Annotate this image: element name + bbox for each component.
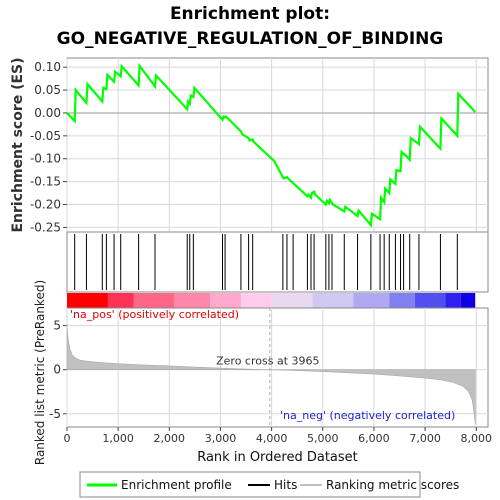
negative-correlation-label: 'na_neg' (negatively correlated) bbox=[280, 409, 455, 422]
y-axis-label-es: Enrichment score (ES) bbox=[10, 57, 26, 232]
enrichment-plot-area bbox=[66, 57, 489, 233]
enrichment-profile-line bbox=[66, 62, 477, 228]
y-tick-label: -0.20 bbox=[30, 198, 61, 212]
hits-area bbox=[66, 231, 489, 293]
colorbar-segment bbox=[107, 293, 134, 308]
colorbar-segment bbox=[67, 293, 108, 308]
enrichment-panel: 0.10 0.05 0.00 -0.05 -0.10 -0.15 -0.20 -0.25 Enr… bbox=[10, 57, 489, 234]
y-tick-label: -0.10 bbox=[30, 152, 61, 166]
colorbar-segment bbox=[210, 293, 241, 308]
y-tick-label: -0.15 bbox=[30, 175, 61, 189]
ranking-metric-area bbox=[66, 323, 476, 425]
colorbar-segment bbox=[389, 293, 415, 308]
colorbar-segment bbox=[271, 293, 313, 308]
legend-label: Ranking metric scores bbox=[326, 478, 459, 492]
positive-correlation-label: 'na_pos' (positively correlated) bbox=[70, 308, 239, 321]
chart-title-line-2: GO_NEGATIVE_REGULATION_OF_BINDING bbox=[56, 29, 444, 49]
x-axis-label: Rank in Ordered Dataset bbox=[197, 450, 358, 465]
x-tick-label: 2,000 bbox=[154, 432, 186, 445]
y-tick-label: 0.10 bbox=[34, 60, 61, 74]
x-tick-label: 5,000 bbox=[307, 432, 339, 445]
colorbar-segment bbox=[460, 293, 476, 308]
zero-cross-label: Zero cross at 3965 bbox=[216, 355, 319, 368]
x-tick-label: 3,000 bbox=[205, 432, 237, 445]
y-tick-label: 0 bbox=[53, 363, 61, 377]
x-tick-label: 0 bbox=[64, 432, 71, 445]
x-tick-label: 1,000 bbox=[102, 432, 134, 445]
colorbar-segment bbox=[133, 293, 175, 308]
colorbar-segment bbox=[353, 293, 390, 308]
y-axis-label-metric: Ranked list metric (PreRanked) bbox=[33, 280, 47, 465]
chart-title-line-1: Enrichment plot: bbox=[169, 4, 331, 24]
legend-label: Enrichment profile bbox=[121, 478, 232, 492]
y-tick-label: 0.05 bbox=[34, 83, 61, 97]
colorbar-segment bbox=[240, 293, 272, 308]
colorbar-segment bbox=[174, 293, 211, 308]
y-tick-label: -0.05 bbox=[30, 129, 61, 143]
colorbar-segment bbox=[312, 293, 354, 308]
legend: Enrichment profile Hits Ranking metric sco… bbox=[79, 471, 459, 498]
x-tick-label: 6,000 bbox=[358, 432, 390, 445]
colorbar-segment bbox=[445, 293, 461, 308]
y-tick-label: 0.00 bbox=[34, 106, 61, 120]
legend-label: Hits bbox=[274, 478, 297, 492]
x-tick-label: 8,000 bbox=[460, 432, 492, 445]
colorbar-segment bbox=[414, 293, 446, 308]
x-tick-label: 7,000 bbox=[409, 432, 441, 445]
y-tick-label: -0.25 bbox=[30, 220, 61, 234]
y-tick-label: -5 bbox=[49, 407, 61, 421]
hits-panel bbox=[66, 231, 489, 308]
x-tick-label: 4,000 bbox=[256, 432, 288, 445]
y-tick-label: 5 bbox=[53, 319, 61, 333]
